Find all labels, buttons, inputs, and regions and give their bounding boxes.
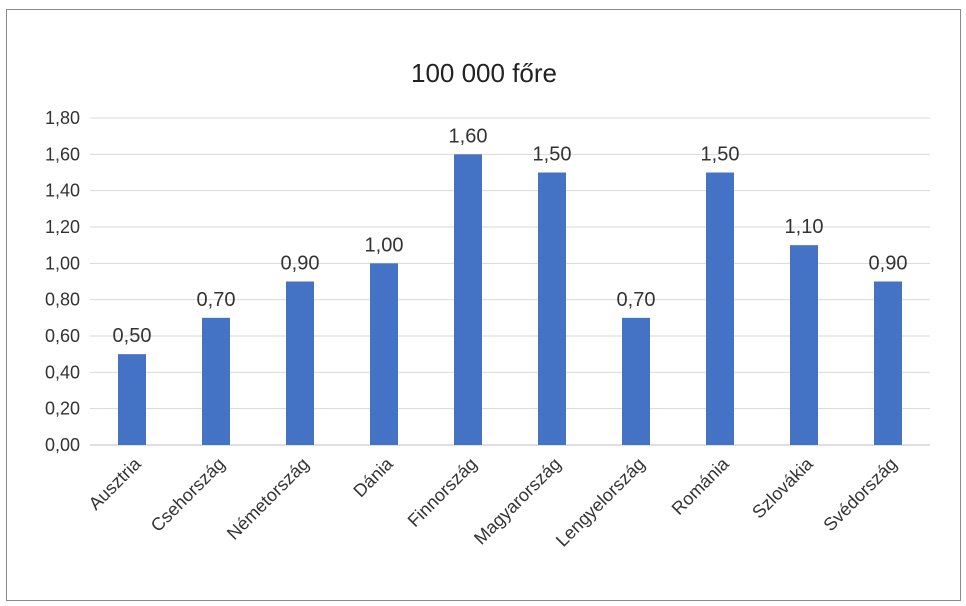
y-axis: 0,00 0,20 0,40 0,60 0,80 1,00 1,20 1,40 1,60 1,80 [45, 108, 80, 455]
x-category-label: Lengyelország [552, 454, 649, 551]
y-tick-label: 1,40 [45, 181, 80, 201]
chart-title: 100 000 főre [411, 58, 557, 88]
data-label: 1,50 [533, 144, 572, 166]
x-category-label: Svédország [819, 454, 900, 535]
data-label: 0,50 [113, 325, 152, 347]
x-category-label: Ausztria [85, 453, 146, 514]
x-category-label: Szlovákia [748, 453, 817, 522]
x-category-label: Csehország [147, 454, 229, 536]
y-tick-label: 1,20 [45, 217, 80, 237]
bar [622, 317, 650, 445]
bar [790, 245, 818, 445]
data-label: 1,60 [449, 125, 488, 147]
bar [874, 281, 902, 445]
x-category-label: Finnország [404, 454, 481, 531]
data-label: 0,70 [617, 289, 656, 311]
bar [118, 354, 146, 445]
y-tick-label: 0,40 [45, 362, 80, 382]
data-label: 0,70 [197, 289, 236, 311]
y-tick-label: 1,80 [45, 108, 80, 128]
data-label: 1,50 [701, 144, 740, 166]
x-category-label: Dánia [349, 453, 397, 501]
y-tick-label: 0,00 [45, 435, 80, 455]
bar [706, 172, 734, 445]
y-tick-label: 1,00 [45, 253, 80, 273]
data-labels: 0,50 0,70 0,90 1,00 1,60 1,50 0,70 1,50 1,10 0,90 [113, 125, 908, 347]
bar [286, 281, 314, 445]
data-label: 1,10 [785, 216, 824, 238]
data-label: 1,00 [365, 234, 404, 256]
x-category-label: Magyarország [470, 454, 565, 549]
x-category-label: Románia [668, 453, 734, 519]
data-label: 0,90 [281, 253, 320, 275]
data-label: 0,90 [869, 253, 908, 275]
y-tick-label: 1,60 [45, 144, 80, 164]
bar [454, 154, 482, 446]
y-tick-label: 0,20 [45, 399, 80, 419]
bars [118, 154, 902, 446]
y-tick-label: 0,80 [45, 290, 80, 310]
bar [202, 317, 230, 445]
x-category-label: Németország [223, 454, 313, 544]
bar [370, 263, 398, 445]
y-tick-label: 0,60 [45, 326, 80, 346]
bar [538, 172, 566, 445]
